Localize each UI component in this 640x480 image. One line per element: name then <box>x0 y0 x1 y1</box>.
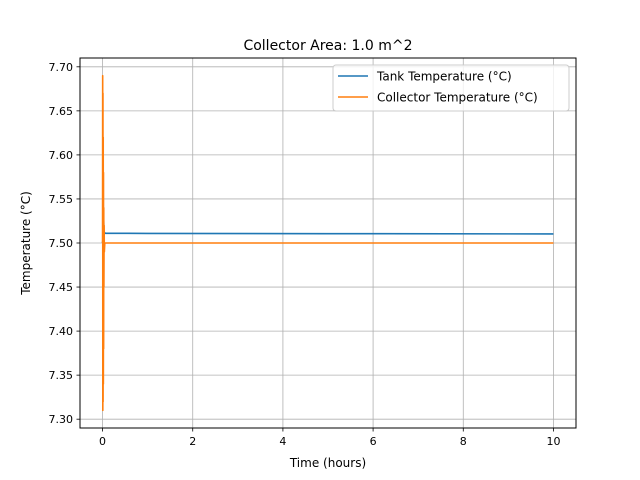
x-tick-label: 0 <box>99 435 106 448</box>
series-line-collector-temperature <box>101 74 554 412</box>
x-tick-label: 8 <box>460 435 467 448</box>
x-tick-label: 2 <box>189 435 196 448</box>
y-tick-label: 7.65 <box>49 105 74 118</box>
x-tick-label: 6 <box>370 435 377 448</box>
x-tick-label: 10 <box>546 435 560 448</box>
y-axis-ticks: 7.30 7.35 7.40 7.45 7.50 7.55 7.60 7.65 7.70 <box>49 61 80 426</box>
chart-title: Collector Area: 1.0 m^2 <box>243 38 412 54</box>
y-tick-label: 7.35 <box>49 369 74 382</box>
legend-box <box>332 64 570 112</box>
y-tick-label: 7.70 <box>49 61 74 74</box>
series-lines <box>101 74 554 412</box>
legend-label-collector: Collector Temperature (°C) <box>377 91 538 105</box>
legend-label-tank: Tank Temperature (°C) <box>376 70 512 84</box>
y-tick-label: 7.50 <box>49 237 74 250</box>
y-tick-label: 7.30 <box>49 413 74 426</box>
y-tick-label: 7.55 <box>49 193 74 206</box>
x-axis-label: Time (hours) <box>289 456 366 470</box>
legend: Tank Temperature (°C) Collector Temperat… <box>332 64 570 112</box>
x-axis-ticks: 0 2 4 6 8 10 <box>99 428 560 448</box>
x-tick-label: 4 <box>279 435 286 448</box>
y-tick-label: 7.45 <box>49 281 74 294</box>
y-tick-label: 7.60 <box>49 149 74 162</box>
y-axis-label: Temperature (°C) <box>19 191 33 296</box>
y-tick-label: 7.40 <box>49 325 74 338</box>
